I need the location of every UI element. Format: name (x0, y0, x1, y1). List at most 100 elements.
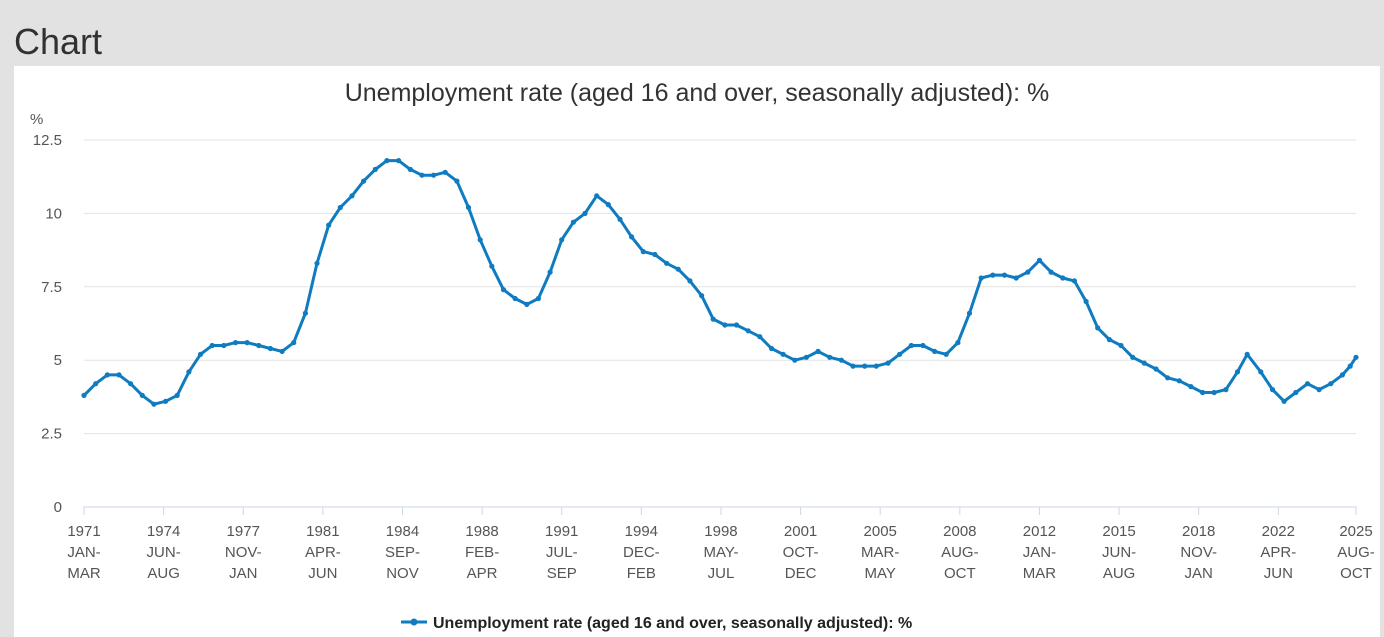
x-tick-label: 1971 JAN-MAR (67, 523, 101, 582)
data-point (244, 340, 250, 346)
data-point (163, 398, 169, 404)
data-point (396, 158, 402, 164)
data-point (1153, 366, 1159, 372)
x-tick-label: 2015 JUN-AUG (1102, 523, 1136, 582)
data-point (827, 354, 833, 360)
data-point (1339, 372, 1345, 378)
data-point (267, 345, 273, 352)
legend[interactable]: Unemployment rate (aged 16 and over, sea… (401, 615, 912, 632)
data-point (1200, 389, 1206, 396)
data-point (1244, 351, 1250, 357)
y-tick-label: 10 (45, 205, 62, 222)
y-axis-unit-label: % (30, 111, 43, 128)
data-point (582, 210, 588, 216)
data-point (570, 219, 577, 225)
data-point (1188, 384, 1194, 390)
data-point (419, 172, 425, 178)
data-point (838, 357, 845, 363)
data-point (302, 310, 308, 316)
data-point (966, 310, 973, 316)
chart-title: Unemployment rate (aged 16 and over, sea… (345, 79, 1050, 107)
x-tick-label: 1998 MAY-JUL (703, 523, 738, 582)
data-point (454, 178, 460, 184)
data-point (605, 202, 611, 208)
data-point (197, 351, 204, 357)
chart-panel: Unemployment rate (aged 16 and over, sea… (14, 66, 1380, 637)
data-point (221, 342, 227, 349)
data-point (792, 357, 798, 363)
data-point (768, 345, 775, 352)
data-point (139, 392, 145, 398)
data-point (699, 293, 705, 299)
data-point (512, 295, 518, 302)
data-point (1293, 389, 1299, 396)
data-point (815, 348, 821, 354)
data-point (1001, 272, 1008, 278)
data-point (279, 348, 285, 354)
data-point (93, 381, 99, 387)
data-point (1165, 375, 1171, 381)
data-point (664, 260, 670, 266)
y-tick-label: 12.5 (33, 132, 62, 149)
data-point (1328, 381, 1334, 387)
data-point (1269, 387, 1276, 393)
data-point (174, 392, 180, 398)
data-point (1141, 360, 1147, 366)
data-point (594, 193, 600, 199)
page-heading: Chart (14, 21, 103, 62)
x-tick-label: 2001 OCT-DEC (783, 523, 819, 582)
series-layer (81, 158, 1359, 407)
data-point (1083, 298, 1089, 305)
x-tick-label: 2022 APR-JUN (1260, 523, 1296, 582)
data-point (489, 263, 495, 269)
data-point (1304, 381, 1311, 387)
x-tick-label: 2005 MAR-MAY (861, 523, 899, 582)
data-point (850, 363, 856, 369)
data-point (465, 204, 472, 211)
data-point (535, 295, 542, 302)
data-point (1025, 269, 1031, 275)
line-chart: Unemployment rate (aged 16 and over, sea… (30, 79, 1375, 632)
x-tick-label: 1974 JUN-AUG (147, 523, 181, 582)
y-axis-ticks: 0 2.5 5 7.5 10 12.5 (33, 132, 62, 516)
data-point (1095, 325, 1101, 331)
data-point (943, 351, 949, 357)
data-point (652, 251, 658, 258)
data-point (291, 340, 297, 346)
series-line (82, 159, 1358, 406)
data-point (1106, 337, 1112, 343)
data-point (1353, 354, 1359, 360)
data-point (885, 360, 891, 366)
data-point (116, 372, 122, 378)
data-point (1060, 275, 1066, 281)
data-point (1176, 378, 1182, 384)
data-point (1071, 278, 1077, 284)
data-point (955, 340, 961, 346)
data-point (803, 354, 810, 360)
data-point (1013, 275, 1019, 281)
data-point (897, 351, 903, 357)
x-tick-label: 2018 NOV-JAN (1180, 523, 1217, 582)
x-tick-label: 2012 JAN-MAR (1023, 523, 1057, 582)
data-point (524, 301, 530, 307)
data-point (920, 342, 926, 349)
data-point (372, 166, 378, 172)
data-point (1234, 369, 1241, 375)
data-point (1211, 389, 1217, 396)
data-point (477, 237, 483, 243)
data-point (745, 328, 751, 334)
data-point (780, 351, 786, 357)
data-point (862, 363, 868, 369)
data-point (908, 342, 914, 349)
data-point (81, 392, 87, 398)
legend-series-label: Unemployment rate (aged 16 and over, sea… (433, 615, 912, 632)
x-tick-label: 1994 DEC-FEB (623, 523, 660, 582)
data-point (186, 369, 192, 375)
data-point (407, 166, 413, 172)
data-point (722, 322, 728, 328)
data-point (1258, 369, 1264, 375)
data-point (1118, 342, 1124, 349)
legend-marker-dot (410, 618, 418, 626)
data-point (349, 193, 355, 199)
data-point (326, 222, 332, 228)
